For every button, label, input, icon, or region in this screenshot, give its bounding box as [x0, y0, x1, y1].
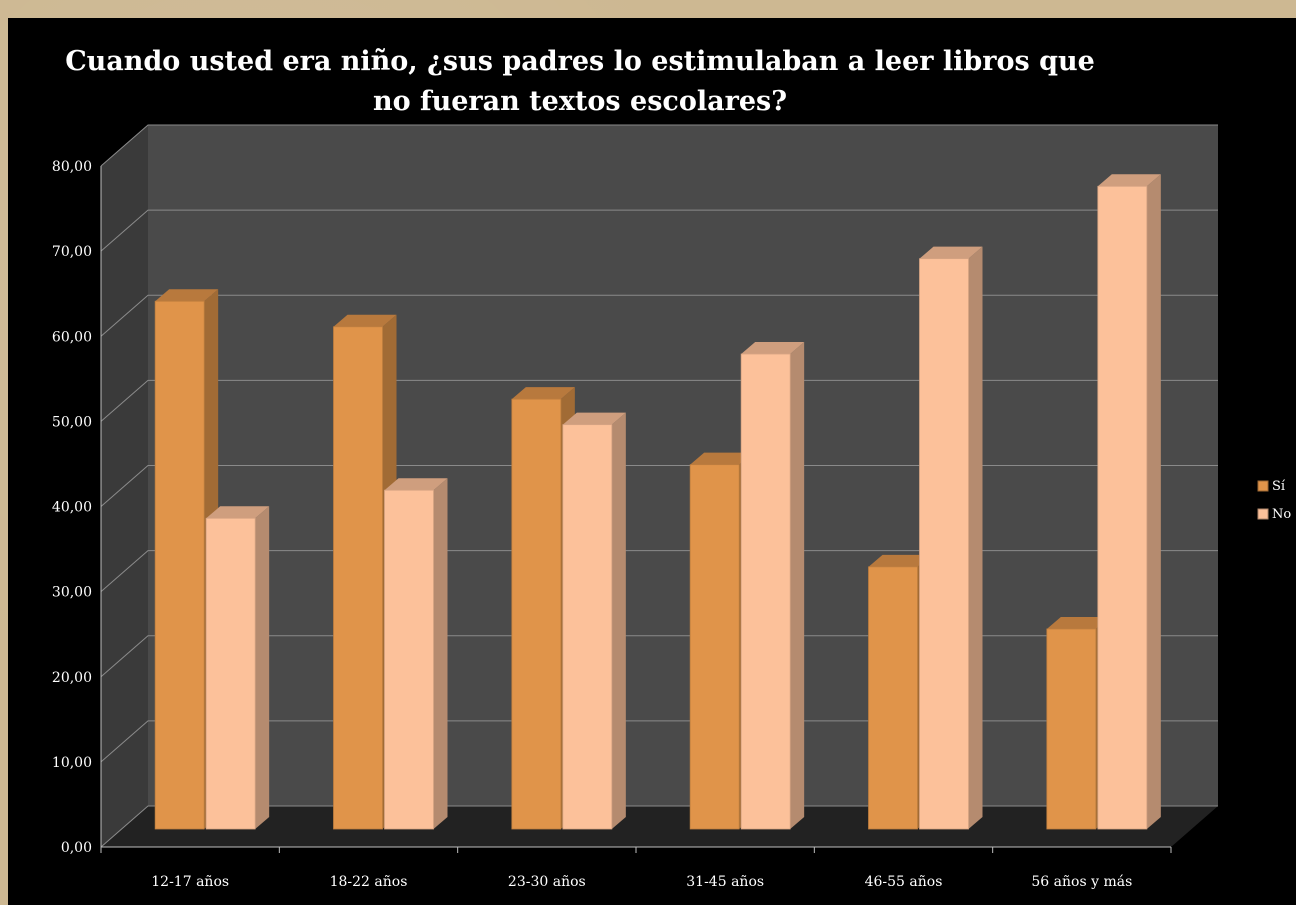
bar-chart: 12-17 años 18-22 años 23-30 años 31-45 años… — [52, 46, 1291, 890]
gridlines — [100, 124, 1218, 848]
bar-top — [384, 478, 448, 491]
x-tick-label: 23-30 años — [508, 874, 586, 890]
bar-top — [333, 314, 397, 327]
gridline — [100, 805, 1218, 848]
legend-swatch — [1257, 480, 1269, 492]
gridline — [100, 124, 1218, 167]
bar-side — [433, 478, 448, 829]
y-tick-label: 10,00 — [52, 755, 92, 771]
x-tick-labels: 12-17 años 18-22 años 23-30 años 31-45 años… — [151, 874, 1132, 890]
bar — [562, 424, 613, 830]
y-tick-label: 60,00 — [52, 329, 92, 345]
y-tick-label: 20,00 — [52, 670, 92, 686]
bars — [154, 174, 1161, 830]
y-tick-label: 80,00 — [52, 159, 92, 175]
gridline — [100, 635, 1218, 678]
chart-panel: 12-17 años 18-22 años 23-30 años 31-45 años… — [8, 18, 1296, 905]
chart-title-line1: Cuando usted era niño, ¿sus padres lo es… — [65, 46, 1095, 77]
y-tick-label: 50,00 — [52, 414, 92, 430]
bar-top — [919, 246, 983, 259]
bar-top — [741, 342, 805, 355]
bar-top — [690, 452, 754, 465]
bar-side — [968, 246, 983, 830]
bar-top — [562, 412, 626, 425]
bar-side — [790, 342, 805, 829]
bar-top — [511, 387, 575, 400]
bar-top — [1097, 174, 1161, 187]
bar-side — [611, 412, 626, 829]
bar-side — [255, 506, 270, 829]
bar — [384, 489, 434, 830]
x-tick-label: 31-45 años — [686, 874, 764, 890]
bar-side — [1146, 174, 1161, 829]
gridline — [100, 379, 1218, 422]
legend-label: No — [1272, 507, 1291, 522]
y-tick-labels: 0,00 10,00 20,00 30,00 40,00 50,00 60,00 70,00 8… — [52, 159, 92, 856]
gridline — [100, 465, 1218, 507]
legend: Sí No — [1257, 479, 1291, 522]
y-tick-label: 40,00 — [52, 500, 92, 516]
gridline — [100, 294, 1218, 337]
bar-top — [206, 506, 270, 519]
legend-swatch — [1257, 508, 1269, 520]
bar — [154, 300, 205, 830]
bar — [740, 353, 791, 830]
bar — [689, 464, 740, 830]
bar-top — [1046, 616, 1110, 629]
bar — [511, 398, 562, 830]
chart-title-line2: no fueran textos escolares? — [373, 86, 787, 117]
y-tick-label: 70,00 — [52, 244, 92, 260]
x-tick-label: 18-22 años — [330, 874, 408, 890]
x-tick-label: 46-55 años — [865, 874, 943, 890]
bar — [1046, 628, 1097, 830]
bar-top — [868, 554, 932, 567]
gridline — [100, 720, 1218, 763]
legend-label: Sí — [1272, 479, 1286, 494]
bar — [205, 517, 256, 830]
bar — [919, 258, 969, 830]
x-tick-label: 56 años y más — [1031, 874, 1132, 890]
gridline — [100, 209, 1218, 252]
bar — [1097, 185, 1148, 830]
gridline — [100, 550, 1218, 593]
bar-top — [155, 289, 219, 302]
x-tick-label: 12-17 años — [151, 874, 229, 890]
bar — [333, 326, 383, 830]
y-tick-label: 0,00 — [61, 840, 92, 856]
y-tick-label: 30,00 — [52, 585, 92, 601]
bar — [868, 566, 918, 830]
axes — [100, 166, 1172, 853]
